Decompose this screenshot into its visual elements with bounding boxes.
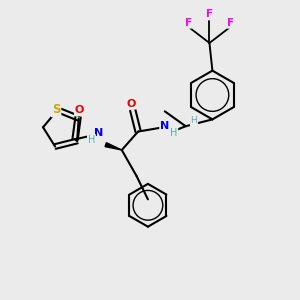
Text: F: F xyxy=(227,18,234,28)
Text: H: H xyxy=(190,116,197,125)
Text: O: O xyxy=(75,106,84,116)
Text: S: S xyxy=(52,103,60,116)
Text: H: H xyxy=(170,128,178,138)
Text: H: H xyxy=(88,135,95,145)
Text: F: F xyxy=(185,18,192,28)
Text: O: O xyxy=(127,99,136,109)
Text: N: N xyxy=(160,121,170,131)
Text: N: N xyxy=(94,128,104,138)
Text: F: F xyxy=(206,9,213,19)
Polygon shape xyxy=(105,143,122,150)
